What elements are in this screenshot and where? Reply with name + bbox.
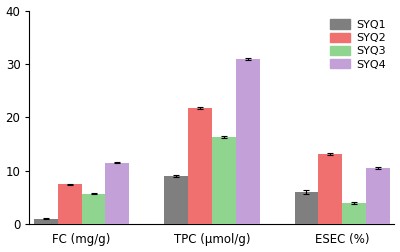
Bar [294,192,318,225]
Bar [342,203,366,225]
Bar [318,154,342,225]
Bar [236,59,260,225]
Bar [58,184,82,225]
Bar [366,168,390,225]
Bar [212,137,236,225]
Bar [164,176,188,225]
Bar [82,194,106,225]
Legend: SYQ1, SYQ2, SYQ3, SYQ4: SYQ1, SYQ2, SYQ3, SYQ4 [327,16,389,73]
Bar [188,108,212,225]
Bar [34,218,58,225]
Bar [106,163,129,225]
